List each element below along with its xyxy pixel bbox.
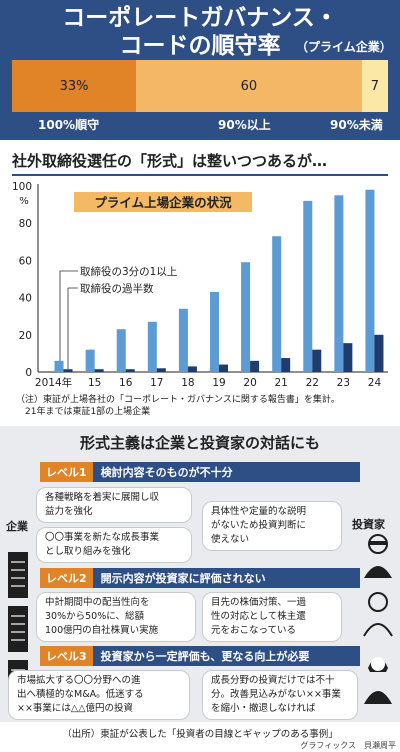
bar-one-third <box>54 360 64 372</box>
dialogue-title: 形式主義は企業と投資家の対話にも <box>79 434 320 452</box>
y-tick-label: 100 <box>12 181 32 193</box>
chart-bars <box>54 189 384 372</box>
company-bubble: 市場拡大する〇〇分野への進 出へ積極的なM&A。低迷する ××事業には△△億円の… <box>8 670 190 720</box>
x-tick-label: 21 <box>274 377 287 389</box>
y-tick-label: 80 <box>19 218 32 230</box>
bar-one-third <box>303 200 313 372</box>
level-1-bar: レベル1 検討内容そのものが不十分 <box>40 462 360 482</box>
chart-legend: 取締役の3分の1以上 取締役の過半数 <box>59 265 177 369</box>
level-3-text: 投資家から一定評価も、更なる向上が必要 <box>100 650 310 663</box>
main-title: コーポレートガバナンス・ コードの順守率 <box>62 5 338 59</box>
bar-one-third <box>334 195 344 372</box>
y-tick-label: 60 <box>19 255 32 267</box>
legend-leader-one-third <box>59 270 78 361</box>
chart-title: プライム上場企業の状況 <box>94 195 232 210</box>
source-note: （出所）東証が公表した「投資者の目線とギャップのある事例」 <box>62 729 338 740</box>
legend-leader-majority <box>67 287 78 369</box>
bar-majority <box>94 369 104 372</box>
level-3-tag: レベル3 <box>40 646 93 666</box>
level-3-bar: レベル3 投資家から一定評価も、更なる向上が必要 <box>40 646 360 666</box>
y-tick-label: 20 <box>19 330 32 342</box>
graphics-credit: グラフィックス 貝瀬周平 <box>300 741 396 750</box>
bar-one-third <box>210 292 219 372</box>
compliance-bar: 33% 60 7 <box>12 60 388 112</box>
x-tick-label: 20 <box>243 377 256 389</box>
bar-majority <box>374 334 384 372</box>
compliance-value-full: 33% <box>59 78 89 94</box>
bar-majority <box>63 369 73 372</box>
investor-bubble: 具体性や定量的な説明 がないため投資判断に 使えない <box>202 501 342 551</box>
x-tick-label: 24 <box>368 377 382 389</box>
y-tick-label: 40 <box>19 293 32 305</box>
chart-title-box <box>74 192 252 212</box>
x-tick-label: 2014年 <box>35 376 72 389</box>
bar-majority <box>219 364 228 372</box>
subtitle: （プライム企業） <box>296 40 392 54</box>
company-bubble: 中計期間中の配当性向を 30%から50%に、総額 100億円の自社株買い実施 <box>36 592 196 642</box>
company-bubble: 〇〇事業を新たな成長事業 とし取り組みを強化 <box>36 527 192 563</box>
bar-one-third <box>85 349 95 372</box>
level-2-tag: レベル2 <box>40 568 93 588</box>
x-tick-label: 16 <box>119 377 133 389</box>
person-icon <box>364 657 392 704</box>
x-tick-label: 15 <box>88 377 101 389</box>
building-icon <box>8 606 28 652</box>
chart-section-title: 社外取締役選任の「形式」は整いつつあるが… <box>12 146 388 176</box>
investor-person-icons <box>363 534 393 704</box>
company-label: 企業 <box>6 520 28 533</box>
investor-bubble: 成長分野の投資だけでは不十 分。改善見込みがない××事業 を縮小・撤退しなければ <box>202 670 358 720</box>
level-2-text: 開示内容が投資家に評価されない <box>100 572 266 585</box>
y-axis: 0 20 40 60 80 100% <box>12 181 388 379</box>
bar-one-third <box>272 236 282 372</box>
x-tick-label: 19 <box>212 377 225 389</box>
bar-majority <box>281 358 291 372</box>
bar-majority <box>187 366 197 372</box>
legend-label-majority: 取締役の過半数 <box>80 282 154 295</box>
legend-label-one-third: 取締役の3分の1以上 <box>80 265 177 278</box>
compliance-caption-90plus: 90%以上 <box>218 118 271 132</box>
bar-one-third <box>178 308 188 372</box>
bar-majority <box>312 349 322 372</box>
bar-one-third <box>147 321 157 372</box>
compliance-value-90plus: 60 <box>240 78 258 94</box>
bar-majority <box>156 368 166 372</box>
bar-majority <box>343 343 353 372</box>
bar-one-third <box>116 329 126 372</box>
bar-majority <box>250 360 260 372</box>
compliance-segment-90plus: 60 <box>136 60 362 112</box>
chart-note: （注）東証が上場各社の「コーポレート・ガバナンスに関する報告書」を集計。 21年… <box>16 395 340 417</box>
company-bubble: 各種戦略を着実に展開し収 益力を強化 <box>36 487 192 523</box>
x-tick-label: 18 <box>181 377 194 389</box>
y-axis-unit: % <box>19 196 29 207</box>
x-axis-labels: 2014年 15 16 17 18 19 20 21 22 23 24 <box>35 376 382 389</box>
level-1-text: 検討内容そのものが不十分 <box>100 466 233 479</box>
y-tick-label: 0 <box>25 367 32 379</box>
compliance-segment-under90: 7 <box>361 60 388 112</box>
x-tick-label: 23 <box>337 377 350 389</box>
building-icon <box>8 552 28 598</box>
compliance-caption-under90: 90%未満 <box>330 118 383 132</box>
bar-majority <box>125 369 135 372</box>
investor-bubble: 目先の株価対策、一過 性の対応として株主還 元をおこなっている <box>202 592 342 642</box>
compliance-caption-full: 100%順守 <box>38 118 100 132</box>
bar-one-third <box>241 262 251 372</box>
compliance-segment-full: 33% <box>12 60 137 112</box>
person-icon <box>363 592 393 637</box>
level-2-bar: レベル2 開示内容が投資家に評価されない <box>40 568 360 588</box>
level-1-tag: レベル1 <box>40 462 93 482</box>
x-tick-label: 17 <box>150 377 163 389</box>
compliance-value-under90: 7 <box>370 78 379 94</box>
investor-label: 投資家 <box>352 518 385 531</box>
x-tick-label: 22 <box>306 377 319 389</box>
person-icon <box>364 534 392 578</box>
bar-one-third <box>365 189 375 372</box>
